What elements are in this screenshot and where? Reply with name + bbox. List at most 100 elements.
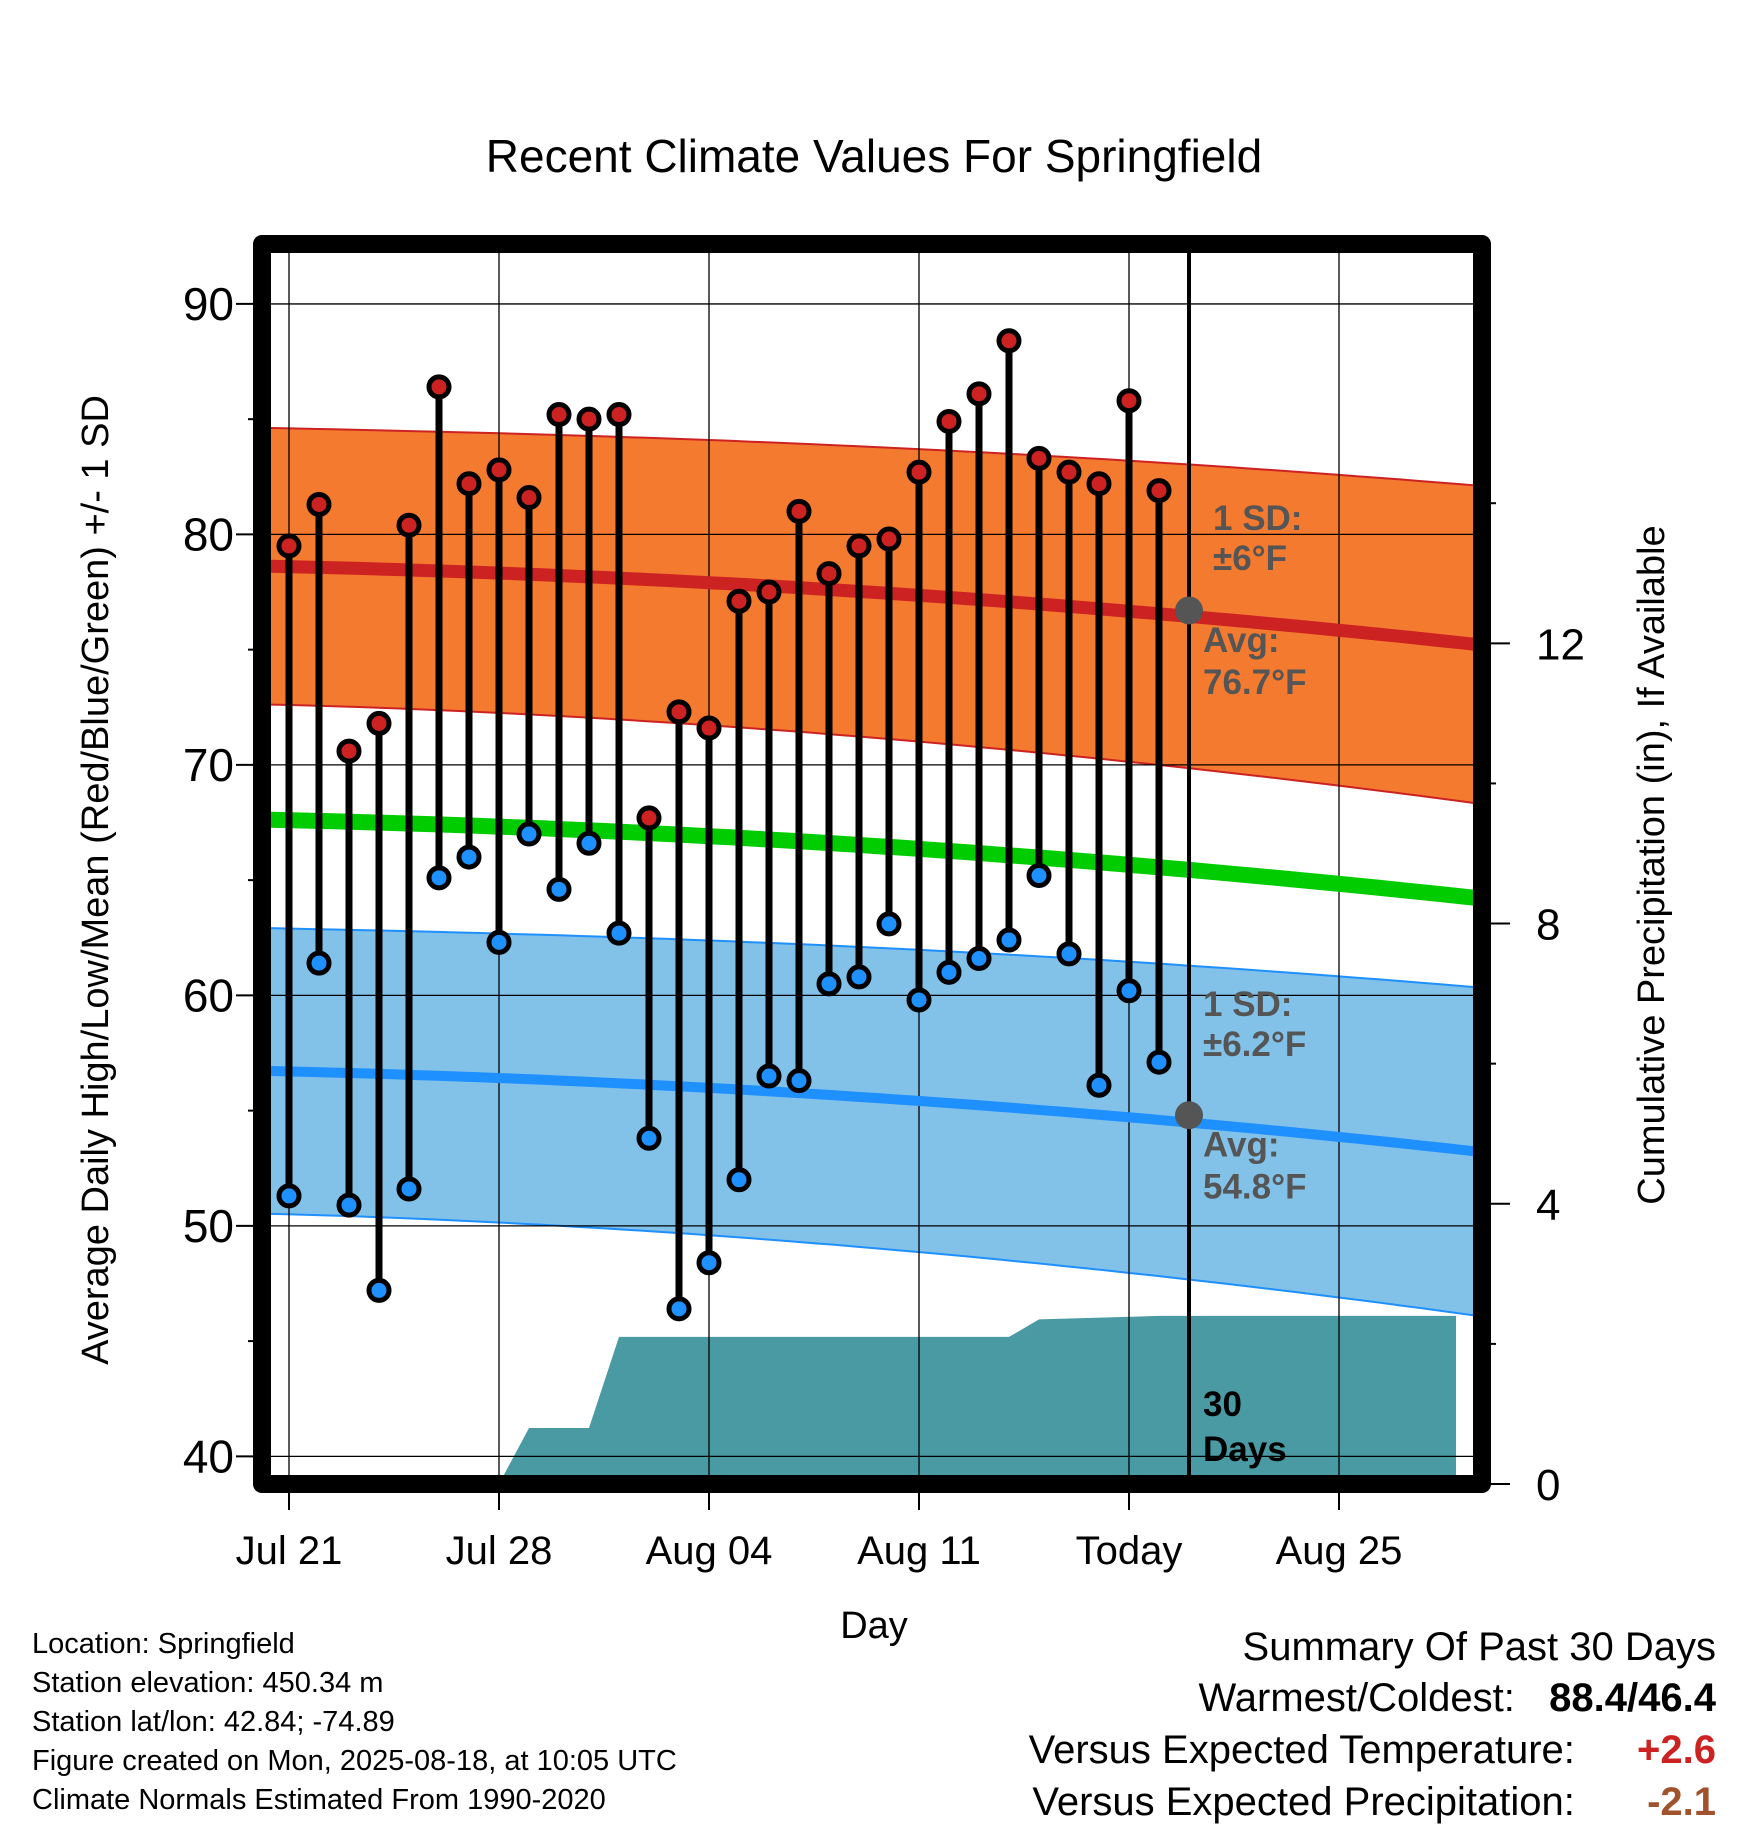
daily-low-point: [276, 1183, 302, 1209]
daily-low-point: [366, 1277, 392, 1303]
daily-high-point: [666, 699, 692, 725]
daily-high-point: [486, 457, 512, 483]
daily-high-point: [1146, 478, 1172, 504]
y2-tick-label: 12: [1536, 620, 1585, 669]
high-avg-label: Avg: 76.7°F: [1203, 621, 1307, 702]
daily-low-point: [336, 1192, 362, 1218]
location-text: Location: Springfield: [32, 1628, 295, 1660]
x-tick-label: Jul 28: [446, 1529, 553, 1573]
daily-low-point: [666, 1296, 692, 1322]
low-avg-label: Avg: 54.8°F: [1203, 1126, 1307, 1207]
y-tick-label: 70: [183, 739, 234, 791]
y-tick-label: 80: [183, 508, 234, 560]
high-sd-label: 1 SD: ±6°F: [1213, 499, 1302, 578]
warm-cold-label: Warmest/Coldest:: [1198, 1676, 1515, 1720]
normal-low-line: [262, 1065, 1482, 1158]
y2-tick-label: 8: [1536, 901, 1560, 950]
low-sd-label: 1 SD: ±6.2°F: [1203, 985, 1306, 1064]
x-tick-label: Jul 21: [236, 1529, 343, 1573]
daily-low-point: [426, 865, 452, 891]
low-band-lower-edge: [262, 1212, 1482, 1318]
latlon-text: Station lat/lon: 42.84; -74.89: [32, 1706, 395, 1738]
daily-high-point: [696, 715, 722, 741]
daily-low-point: [876, 911, 902, 937]
high-avg-label-line: Avg:: [1203, 621, 1279, 660]
x-tick-label: Today: [1076, 1529, 1183, 1573]
daily-high-point: [996, 328, 1022, 354]
daily-low-point: [846, 964, 872, 990]
daily-high-point: [786, 498, 812, 524]
precip-days-label-line: Days: [1203, 1430, 1287, 1469]
cumulative-precip-area: [499, 1315, 1456, 1484]
daily-low-point: [306, 950, 332, 976]
summary-panel: Summary Of Past 30 Days Warmest/Coldest:…: [1029, 1622, 1716, 1828]
daily-high-point: [606, 402, 632, 428]
warm-cold-value: 88.4/46.4: [1549, 1676, 1716, 1720]
chart-title: Recent Climate Values For Springfield: [486, 130, 1262, 182]
daily-high-point: [546, 402, 572, 428]
daily-high-point: [906, 459, 932, 485]
daily-high-point: [306, 491, 332, 517]
low-sd-label-line: ±6.2°F: [1203, 1025, 1306, 1064]
daily-low-point: [606, 920, 632, 946]
daily-low-point: [396, 1176, 422, 1202]
daily-high-point: [756, 579, 782, 605]
precip-label: Versus Expected Precipitation:: [1032, 1780, 1575, 1824]
normals-text: Climate Normals Estimated From 1990-2020: [32, 1784, 606, 1816]
today-low-avg-dot: [1175, 1101, 1203, 1130]
y-tick-label: 90: [183, 278, 234, 330]
y-tick-label: 40: [183, 1430, 234, 1482]
daily-high-point: [726, 588, 752, 614]
created-text: Figure created on Mon, 2025-08-18, at 10…: [32, 1745, 677, 1777]
y-axis-label: Average Daily High/Low/Mean (Red/Blue/Gr…: [75, 395, 117, 1365]
daily-high-point: [516, 485, 542, 511]
daily-high-point: [636, 805, 662, 831]
daily-low-point: [786, 1068, 812, 1094]
daily-high-point: [396, 512, 422, 538]
daily-low-point: [936, 959, 962, 985]
daily-low-point: [1146, 1049, 1172, 1075]
temp-value: +2.6: [1637, 1728, 1716, 1772]
daily-low-point: [816, 971, 842, 997]
daily-low-point: [1026, 863, 1052, 889]
precip-value: -2.1: [1647, 1780, 1716, 1824]
high-sd-label-line: 1 SD:: [1213, 499, 1302, 538]
daily-low-point: [546, 876, 572, 902]
daily-low-point: [636, 1125, 662, 1151]
high-sd-band: [262, 427, 1482, 805]
daily-low-point: [906, 987, 932, 1013]
daily-high-point: [966, 381, 992, 407]
daily-high-point: [936, 408, 962, 434]
plot-frame: [253, 235, 1491, 1493]
daily-high-point: [456, 471, 482, 497]
precip-row: Versus Expected Precipitation: -2.1: [1029, 1776, 1716, 1828]
daily-low-point: [1056, 941, 1082, 967]
daily-high-point: [876, 526, 902, 552]
low-sd-label-line: 1 SD:: [1203, 985, 1292, 1024]
x-tick-label: Aug 11: [857, 1529, 981, 1573]
high-sd-label-line: ±6°F: [1213, 539, 1287, 578]
y2-tick-label: 4: [1536, 1181, 1560, 1230]
daily-low-point: [1116, 978, 1142, 1004]
daily-low-point: [456, 844, 482, 870]
x-tick-label: Aug 04: [646, 1529, 773, 1573]
daily-low-point: [756, 1063, 782, 1089]
daily-high-point: [426, 374, 452, 400]
daily-high-point: [1116, 388, 1142, 414]
daily-high-point: [846, 533, 872, 559]
daily-high-point: [336, 738, 362, 764]
y2-axis-label: Cumulative Precipitation (in), If Availa…: [1631, 525, 1673, 1204]
daily-high-point: [1086, 471, 1112, 497]
daily-low-point: [726, 1167, 752, 1193]
daily-high-point: [816, 561, 842, 587]
daily-low-point: [486, 929, 512, 955]
daily-low-point: [576, 830, 602, 856]
low-avg-label-line: Avg:: [1203, 1126, 1279, 1165]
daily-low-point: [696, 1250, 722, 1276]
y-tick-label: 60: [183, 969, 234, 1021]
daily-low-point: [1086, 1072, 1112, 1098]
x-tick-label: Aug 25: [1276, 1529, 1403, 1573]
elevation-text: Station elevation: 450.34 m: [32, 1667, 384, 1699]
